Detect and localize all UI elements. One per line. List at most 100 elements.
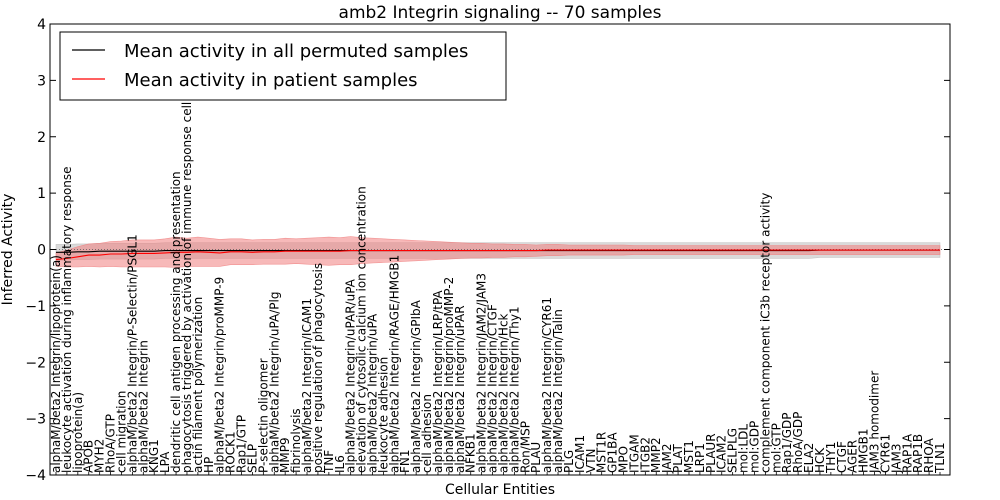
x-tick-label: CTGF [835,441,849,473]
x-tick-label: ITGAM [627,434,641,473]
y-tick-label: −3 [25,412,46,428]
x-tick-label: dendritic cell antigen processing and pr… [169,171,183,473]
y-tick-label: 3 [37,73,46,89]
legend-box [59,31,507,101]
x-tick-label: ITGB2 [638,437,652,473]
x-tick-label: HCK [813,447,827,473]
x-tick-label: TNF [322,450,336,474]
x-tick-label: CYR61 [878,434,892,473]
x-tick-label: IL6 [333,455,347,473]
x-tick-label: KNG1 [147,439,161,473]
x-tick-label: alphaM/beta2 Integrin/uPA/Plg [267,292,281,473]
x-tick-label: MST1 [682,440,696,473]
x-tick-label: PLAUR [704,433,718,473]
x-tick-label: PLAU [529,442,543,473]
series-lines [50,249,950,261]
x-tick-label: JAM3 homodimer [868,371,882,474]
x-tick-label: AGER [846,440,860,473]
x-tick-labels: alphaM/beta2 Integrin/lipoprotein(a)leuk… [49,54,947,475]
x-tick-label: TLN1 [933,442,947,474]
legend-label-patient: Mean activity in patient samples [124,70,418,91]
y-axis-ticks: −4 −3 −2 −1 0 1 2 3 4 [25,17,950,484]
x-tick-label: THY1 [824,442,838,474]
x-tick-label: LPA [158,451,172,473]
x-tick-label: MPO [617,446,631,473]
y-tick-label: 2 [37,130,46,146]
x-tick-label: SELP [245,444,259,473]
x-tick-label: alphaM/beta2 Integrin/LRP/tPA [431,290,445,473]
x-tick-label: NFKB1 [464,433,478,473]
x-tick-label: PLG [562,450,576,473]
legend: Mean activity in all permuted samples Me… [59,31,507,101]
x-tick-label: GP1BA [606,432,620,473]
x-tick-label: RhoA/GTP [104,414,118,473]
x-tick-label: MYH2 [93,439,107,473]
x-tick-label: alphaM/beta2 Integrin/JAM2/JAM3 [475,273,489,473]
x-tick-label: APOB [82,440,96,473]
x-tick-label: MST1R [595,432,609,473]
y-tick-label: −1 [25,299,46,315]
x-tick-label: alphaM/beta2 Integrin/P-Selectin/PSGL1 [125,234,139,473]
x-tick-label: RhoA/GDP [791,412,805,473]
x-tick-label: JAM2 [660,443,674,474]
x-tick-label: alphaM/beta2 Integrin/CTGF [486,304,500,473]
x-tick-label: ICAM2 [715,435,729,473]
x-tick-label: alphaM/beta2 Integrin/uPA [366,313,380,473]
x-tick-label: elevation of cytosolic calcium ion conce… [355,186,369,473]
x-tick-label: cell migration [115,391,129,473]
y-tick-label: 1 [37,186,46,202]
x-tick-label: phagocytosis triggered by activation of … [180,54,194,473]
x-tick-label: actin filament polymerization [191,297,205,473]
y-tick-label: 4 [37,17,46,33]
legend-label-permuted: Mean activity in all permuted samples [124,41,468,62]
x-tick-label: FN1 [398,449,412,473]
x-tick-label: Rap1/GDP [780,413,794,474]
confidence-bands [55,236,941,268]
x-tick-label: MMP9 [278,437,292,473]
x-tick-label: VTN [584,448,598,473]
x-tick-label: alphaM/beta2 Integrin/GPIbA [409,299,423,473]
x-tick-label: P-selectin oligomer [256,358,270,473]
x-tick-label: HMGB1 [857,428,871,473]
x-tick-label: ICAM1 [573,435,587,473]
x-tick-label: cell adhesion [420,394,434,473]
y-tick-label: −4 [25,468,46,484]
x-tick-label: alphaM/beta2 Integrin/Talin [551,309,565,473]
x-tick-label: mol:LDL [737,424,751,473]
x-tick-label: fibrinolysis [289,408,303,473]
x-tick-label: alphaM/beta2 Integrin/proMMP-2 [442,277,456,473]
x-tick-label: alphaM/beta2 Integrin/CYR61 [540,297,554,473]
x-tick-label: LRP1 [693,443,707,473]
x-tick-label: MMP2 [649,437,663,473]
x-tick-label: alphaM/beta2 Integrin/ICAM1 [300,298,314,473]
y-tick-label: 0 [37,243,46,259]
x-tick-label: alphaM/beta2 Integrin [136,340,150,473]
chart-title: amb2 Integrin signaling -- 70 samples [339,3,662,23]
x-axis-label: Cellular Entities [445,482,555,498]
x-tick-label: complement component iC3b receptor activ… [758,193,772,473]
x-tick-label: positive regulation of phagocytosis [311,263,325,473]
x-tick-label: HP [202,457,216,473]
x-tick-label: Rap1/GTP [235,415,249,473]
x-tick-label: alphaM/beta2 Integrin/Hck [497,313,511,473]
x-tick-label: ELA2 [802,443,816,473]
y-tick-label: −2 [25,355,46,371]
x-tick-label: RAP1B [911,434,925,473]
line-patient [55,249,940,261]
x-tick-label: alphaM/beta2 Integrin/uPAR [453,305,467,473]
x-tick-label: RAP1A [900,433,914,473]
x-tick-label: alphaM/beta2 Integrin/RAGE/HMGB1 [387,255,401,473]
x-tick-label: SELPLG [726,428,740,473]
x-tick-label: mol:GDP [748,421,762,473]
y-axis-label: Inferred Activity [0,194,16,306]
x-tick-label: leukocyte activation during inflammatory… [60,166,74,473]
x-tick-label: leukocyte adhesion [376,357,390,473]
x-tick-label: ROCK1 [224,431,238,473]
band-patient [55,236,941,268]
x-tick-label: alphaM/beta2 Integrin/proMMP-9 [213,277,227,473]
x-tick-label: lipoprotein(a) [71,392,85,473]
x-tick-label: alphaM/beta2 Integrin/Thy1 [507,306,521,473]
x-tick-label: Ron/MSP [518,421,532,473]
x-tick-label: mol:GTP [769,423,783,473]
